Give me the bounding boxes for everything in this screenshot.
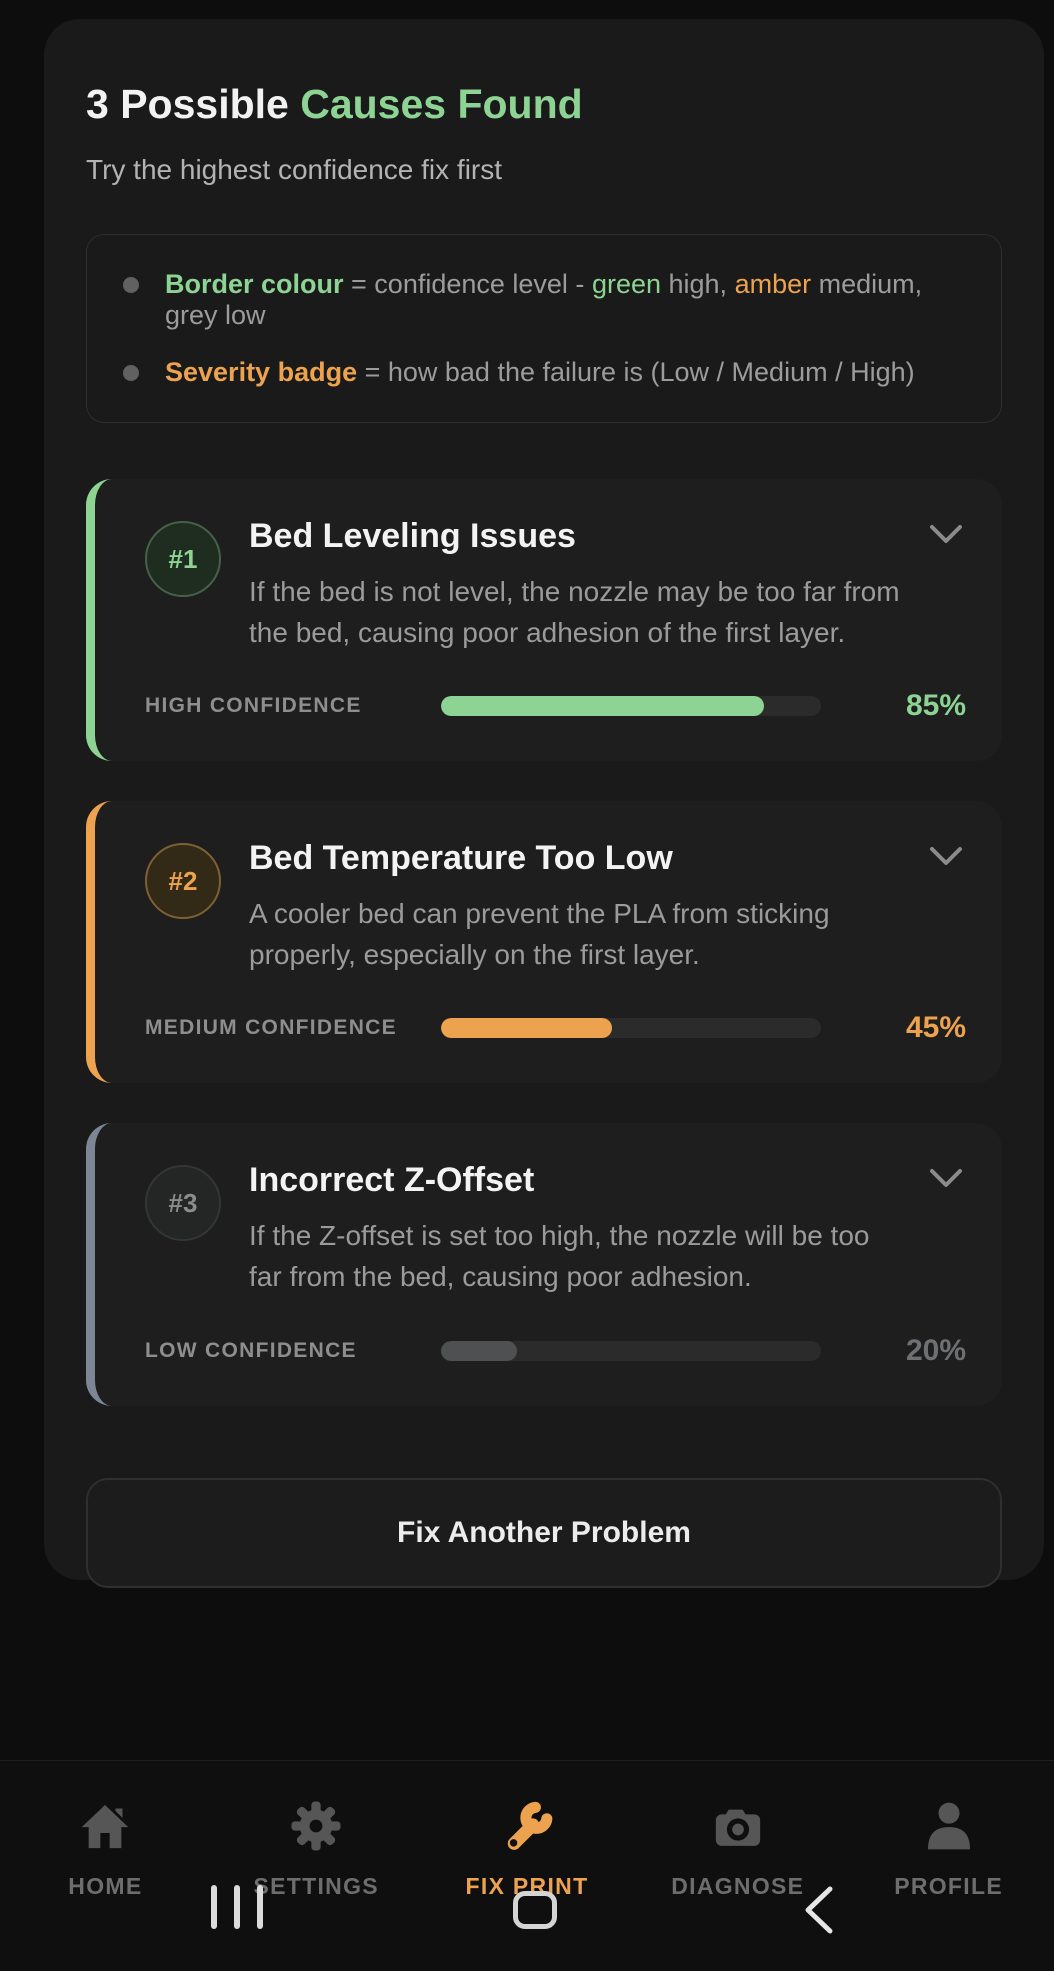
cause-title: Bed Leveling Issues <box>249 517 576 555</box>
confidence-row: LOW CONFIDENCE 20% <box>123 1334 966 1368</box>
bullet-dot-icon <box>123 365 139 381</box>
profile-icon <box>921 1797 977 1855</box>
tab-label: HOME <box>68 1873 143 1899</box>
cause-description: A cooler bed can prevent the PLA from st… <box>249 898 830 970</box>
home-icon <box>77 1797 133 1855</box>
confidence-percent: 85% <box>905 689 966 723</box>
chevron-down-icon[interactable] <box>926 521 966 552</box>
confidence-label: HIGH CONFIDENCE <box>145 694 362 718</box>
rank-badge: #1 <box>145 521 221 597</box>
recents-bar-icon <box>234 1885 240 1929</box>
title-highlight: Causes Found <box>300 81 583 127</box>
confidence-percent: 45% <box>905 1011 966 1045</box>
confidence-bar <box>441 1018 821 1039</box>
cause-description: If the bed is not level, the nozzle may … <box>249 576 900 648</box>
tab-home[interactable]: HOME <box>0 1797 211 1971</box>
legend-border-rule: Border colour = confidence level - green… <box>119 269 969 331</box>
cause-list: #1 Bed Leveling Issues If the bed is not… <box>86 479 1002 1406</box>
legend-severity-rule: Severity badge = how bad the failure is … <box>119 357 969 388</box>
rank-badge: #3 <box>145 1165 221 1242</box>
confidence-percent: 20% <box>905 1333 966 1367</box>
recents-bar-icon <box>257 1885 263 1929</box>
chevron-down-icon[interactable] <box>926 843 966 874</box>
fix-another-problem-button[interactable]: Fix Another Problem <box>86 1477 1002 1588</box>
legend-border-text: Border colour = confidence level - green… <box>165 269 923 330</box>
page-title: 3 Possible Causes Found <box>86 81 1002 128</box>
legend-severity-text: Severity badge = how bad the failure is … <box>165 357 915 387</box>
confidence-label: LOW CONFIDENCE <box>145 1338 357 1362</box>
cause-card-2[interactable]: #2 Bed Temperature Too Low A cooler bed … <box>86 801 1002 1084</box>
confidence-label: MEDIUM CONFIDENCE <box>145 1016 397 1040</box>
tab-label: SETTINGS <box>253 1873 379 1899</box>
confidence-row: HIGH CONFIDENCE 85% <box>123 689 966 723</box>
tab-settings[interactable]: SETTINGS <box>211 1797 422 1971</box>
tab-label: PROFILE <box>894 1873 1003 1899</box>
results-panel: 3 Possible Causes Found Try the highest … <box>44 19 1044 1588</box>
android-home-button[interactable] <box>513 1891 557 1929</box>
confidence-bar-fill <box>441 696 764 717</box>
cause-title: Incorrect Z-Offset <box>249 1161 535 1200</box>
chevron-down-icon[interactable] <box>926 1165 966 1196</box>
cause-card-1[interactable]: #1 Bed Leveling Issues If the bed is not… <box>86 479 1002 762</box>
tab-diagnose[interactable]: DIAGNOSE <box>632 1797 843 1971</box>
tab-label: DIAGNOSE <box>671 1873 805 1899</box>
android-recents-button[interactable] <box>211 1885 280 1929</box>
rank-badge: #2 <box>145 843 221 920</box>
title-prefix: 3 Possible <box>86 81 301 127</box>
confidence-bar <box>441 1340 821 1361</box>
tab-profile[interactable]: PROFILE <box>843 1797 1054 1971</box>
confidence-row: MEDIUM CONFIDENCE 45% <box>123 1011 966 1045</box>
tab-fix-print[interactable]: FIX PRINT <box>422 1797 633 1971</box>
wrench-icon <box>499 1797 555 1855</box>
bottom-tab-bar: HOME <box>0 1760 1054 1971</box>
cause-title: Bed Temperature Too Low <box>249 839 673 878</box>
cause-description: If the Z-offset is set too high, the noz… <box>249 1220 870 1292</box>
gear-icon <box>288 1797 344 1855</box>
legend-box: Border colour = confidence level - green… <box>86 234 1002 423</box>
confidence-bar-fill <box>441 1018 612 1039</box>
confidence-bar-fill <box>441 1340 517 1361</box>
bullet-dot-icon <box>123 277 139 293</box>
cause-card-3[interactable]: #3 Incorrect Z-Offset If the Z-offset is… <box>86 1123 1002 1406</box>
confidence-bar <box>441 696 821 717</box>
camera-icon <box>710 1797 766 1855</box>
android-back-button[interactable] <box>800 1884 838 1941</box>
page-subtitle: Try the highest confidence fix first <box>86 154 503 185</box>
recents-bar-icon <box>211 1885 217 1929</box>
